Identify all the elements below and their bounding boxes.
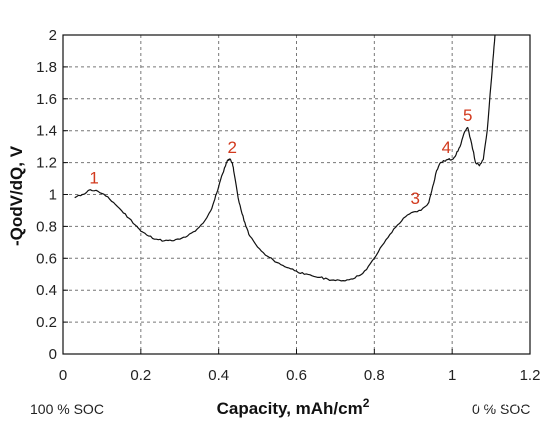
y-tick-label: 1.6: [36, 91, 57, 108]
soc-right-label: 0 % SOC: [472, 401, 530, 417]
peak-label: 5: [463, 106, 472, 125]
x-tick-label: 0.8: [364, 367, 385, 384]
peak-label: 4: [442, 138, 451, 157]
x-tick-label: 0.6: [286, 367, 307, 384]
peak-label: 1: [89, 168, 98, 187]
x-tick-label: 1: [448, 367, 456, 384]
y-tick-label: 0: [49, 346, 57, 363]
y-tick-label: 0.8: [36, 218, 57, 235]
y-tick-label: 0.4: [36, 282, 57, 299]
x-tick-label: 0.2: [130, 367, 151, 384]
grid-lines: [63, 35, 530, 354]
series-line: [74, 34, 496, 282]
x-axis-title: Capacity, mAh/cm2: [217, 396, 370, 418]
watermark: 知乎 @小先不先: [424, 395, 526, 412]
x-axis-title-superscript: 2: [363, 396, 370, 410]
y-axis-title: -QodV/dQ, V: [7, 145, 26, 246]
peak-label: 2: [228, 138, 237, 157]
x-axis-ticks: 0 0.2 0.4 0.6 0.8 1 1.2: [59, 349, 541, 384]
peak-label: 3: [410, 189, 419, 208]
peak-annotations: 1 2 3 45: [89, 106, 472, 208]
y-tick-label: 0.2: [36, 314, 57, 331]
series-group: [74, 34, 496, 282]
y-tick-label: 0.6: [36, 250, 57, 267]
x-tick-label: 0: [59, 367, 67, 384]
y-tick-label: 1.2: [36, 155, 57, 172]
soc-left-label: 100 % SOC: [30, 401, 104, 417]
y-tick-label: 1: [49, 187, 57, 204]
y-tick-label: 1.4: [36, 123, 57, 140]
y-axis-ticks: 0 0.2 0.4 0.6 0.8 1 1.2 1.4 1.6 1.8 2: [36, 27, 68, 363]
y-tick-label: 1.8: [36, 59, 57, 76]
x-tick-label: 0.4: [208, 367, 229, 384]
x-tick-label: 1.2: [520, 367, 541, 384]
x-axis-title-text: Capacity, mAh/cm: [217, 399, 363, 418]
y-tick-label: 2: [49, 27, 57, 44]
